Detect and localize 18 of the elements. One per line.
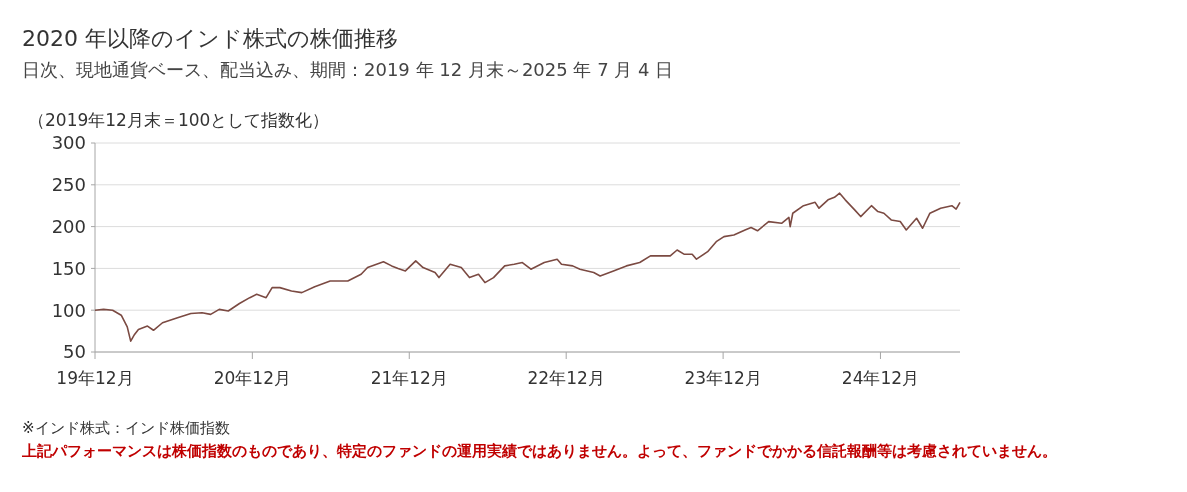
x-tick-label: 19年12月 [56,368,134,388]
y-tick-label: 100 [51,299,86,321]
x-tick-label: 20年12月 [213,368,291,388]
text: ※インド株式：インド株価指数 [22,419,230,437]
y-tick-label: 150 [51,257,86,279]
x-tick-label: 22年12月 [527,368,605,388]
x-tick-label: 21年12月 [370,368,448,388]
y-tick-label: 250 [51,174,86,196]
y-tick-label: 200 [51,215,86,237]
text: 上記パフォーマンスは株価指数のものであり、特定のファンドの運用実績ではありません。よって、ファンドでかかる信託報酬等は考慮されていません。 [21,442,1057,460]
x-tick-label: 23年12月 [684,368,762,388]
line-series [94,192,961,342]
y-tick-label: 50 [63,341,86,363]
y-tick-label: 300 [51,132,86,154]
y-axis-title: （2019年12月末＝100として指数化） [28,110,330,130]
x-tick-label: 24年12月 [841,368,920,388]
chart-title: 2020 年以降のインド株式の株価推移 [22,26,398,51]
chart-subtitle: 日次、現地通貨ベース、配当込み、期間：2019 年 12 月末～2025 年 7 月 4 日 [22,59,674,80]
